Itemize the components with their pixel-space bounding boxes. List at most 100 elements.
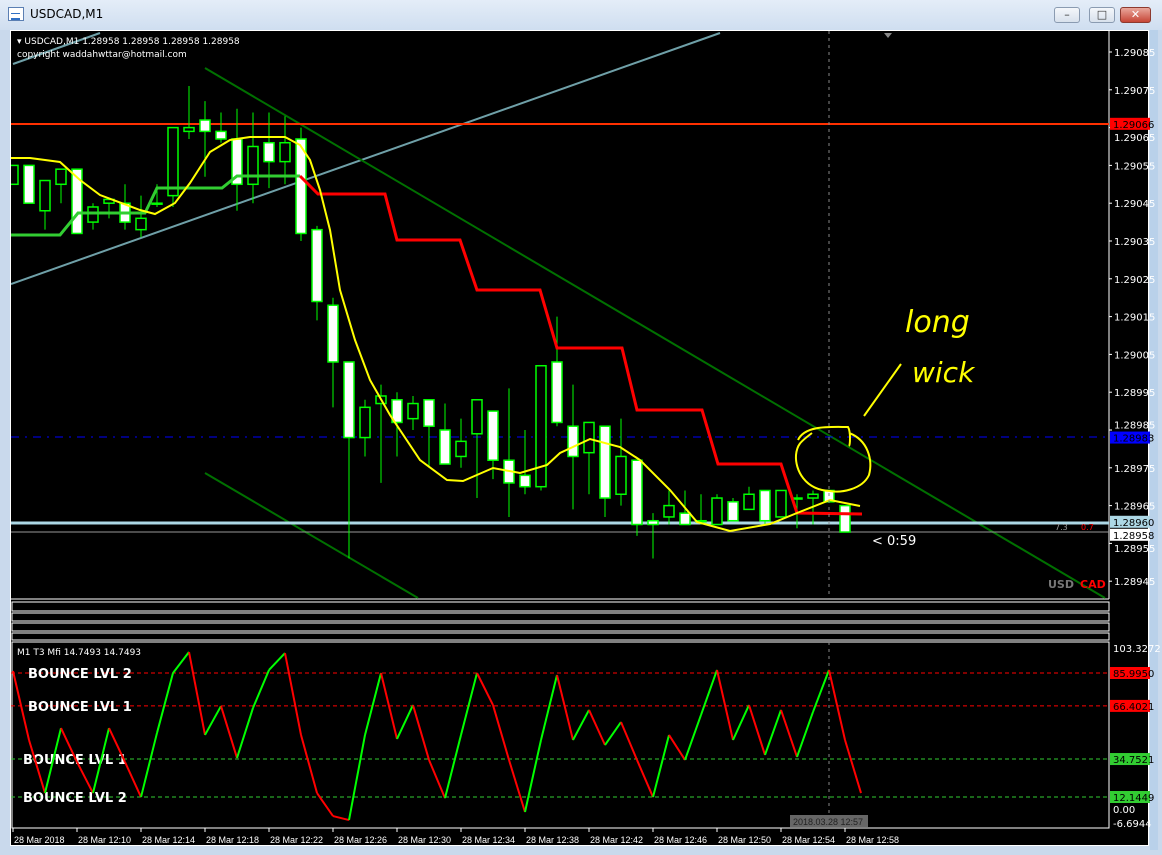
candle — [215, 112, 227, 143]
candle — [535, 364, 547, 491]
price-tick-label: 1.29045 — [1114, 199, 1155, 210]
price-tick-label: 1.29065 — [1114, 133, 1155, 144]
mfi-segment — [588, 709, 606, 746]
price-badges: 1.29066 1.28983 1.28960 1.28958 — [1110, 117, 1154, 542]
candle-body-bull — [247, 145, 259, 186]
price-tick-label: 1.29015 — [1114, 313, 1155, 324]
channel-line-lower[interactable] — [11, 32, 721, 285]
candle-body-bull — [167, 126, 179, 197]
price-tick-label: 1.28995 — [1114, 388, 1155, 399]
mfi-segment — [428, 759, 446, 799]
price-tick-label: 1.29075 — [1114, 86, 1155, 97]
maximize-button[interactable]: □ — [1089, 7, 1115, 23]
candle — [727, 498, 739, 522]
candle-body-bull — [807, 493, 819, 499]
candle-body-bull — [775, 489, 787, 518]
candle-body-bear — [23, 164, 35, 204]
price-tick-label: 1.29055 — [1114, 161, 1155, 172]
price-badge-label: 1.28960 — [1113, 518, 1154, 529]
indicator-min-label: -6.6944 — [1113, 819, 1152, 830]
candle-body-bull — [87, 206, 99, 223]
crosshair-time-box — [790, 815, 868, 827]
candle — [471, 399, 483, 499]
mfi-segment — [332, 815, 350, 822]
indicator-level-value: 85.9950 — [1113, 669, 1154, 680]
downtrend-line-lower[interactable] — [204, 472, 419, 599]
candle — [631, 459, 643, 536]
downtrend-line-upper[interactable] — [204, 67, 1106, 599]
price-badge — [1110, 515, 1150, 528]
mfi-segment — [844, 739, 862, 794]
trailing-stop-up-line — [11, 174, 300, 237]
window-titlebar: USDCAD,M1 – □ ✕ — [0, 0, 1162, 30]
candle — [647, 513, 659, 559]
price-tick-label: 1.29035 — [1114, 237, 1155, 248]
bounce-level-label: BOUNCE LVL 2 — [23, 791, 127, 806]
candle-body-bear — [295, 138, 307, 235]
candle-body-bear — [263, 141, 275, 163]
mfi-segment — [44, 727, 62, 794]
candle — [503, 388, 515, 517]
candle — [599, 425, 611, 517]
price-tick-label: 1.28985 — [1114, 421, 1155, 432]
candle-body-bear — [327, 304, 339, 363]
spread-value: 7.3 — [1055, 523, 1068, 532]
time-tick-label: 28 Mar 2018 — [14, 835, 65, 845]
empty-subwindow-1[interactable] — [11, 601, 1110, 612]
candle — [519, 430, 531, 495]
mfi-segment — [668, 734, 686, 761]
mfi-segment — [492, 704, 510, 761]
maximize-icon: □ — [1096, 8, 1108, 21]
candle — [199, 101, 211, 177]
mfi-segment — [60, 727, 78, 763]
candle-body-bear — [199, 119, 211, 133]
candle-body-bear — [679, 512, 691, 526]
candle — [183, 86, 195, 139]
mfi-segment — [204, 705, 222, 736]
candle — [23, 164, 35, 204]
empty-subwindow-2[interactable] — [11, 612, 1110, 622]
candle-body-bear — [391, 399, 403, 424]
candle-body-bear — [215, 130, 227, 140]
mfi-segment — [380, 672, 398, 740]
indicator-panel[interactable] — [11, 641, 1110, 829]
minimize-button[interactable]: – — [1054, 7, 1080, 23]
mfi-segment — [748, 704, 766, 756]
empty-subwindow-4[interactable] — [11, 632, 1110, 641]
candles — [11, 86, 851, 559]
mfi-segment — [252, 669, 270, 709]
time-tick-label: 28 Mar 12:42 — [590, 835, 643, 845]
mfi-segment — [812, 669, 830, 713]
candle-body-bull — [615, 455, 627, 496]
mfi-segment — [572, 709, 590, 741]
price-badge — [1110, 431, 1150, 444]
shift-marker-icon[interactable] — [884, 33, 892, 38]
mfi-segment — [732, 704, 750, 741]
mfi-segment — [604, 721, 622, 746]
mfi-segment — [348, 734, 366, 821]
candle-body-bull — [55, 168, 67, 186]
empty-subwindow-3[interactable] — [11, 622, 1110, 632]
indicator-axis: 103.3272 0.00 -6.6944 85.9950 66.4021 34.7… — [1110, 644, 1161, 830]
indicator-zero-label: 0.00 — [1113, 805, 1135, 816]
mfi-segment — [828, 669, 846, 741]
mfi-segment — [780, 709, 798, 758]
mfi-segment — [220, 705, 238, 759]
candle-body-bear — [839, 504, 851, 533]
moving-average-line — [11, 136, 861, 533]
channel-line-upper[interactable] — [12, 32, 101, 65]
time-tick-label: 28 Mar 12:58 — [846, 835, 899, 845]
close-button[interactable]: ✕ — [1120, 7, 1151, 23]
time-tick-label: 28 Mar 12:22 — [270, 835, 323, 845]
time-tick-label: 28 Mar 12:34 — [462, 835, 515, 845]
candle-body-bear — [71, 168, 83, 235]
candle-body-bull — [183, 126, 195, 133]
mfi-segment — [796, 711, 814, 758]
indicator-level-value: 34.7521 — [1113, 755, 1154, 766]
candle — [439, 403, 451, 465]
candle-body-bull — [279, 141, 291, 163]
candle-body-bear — [631, 459, 643, 526]
price-tick-label: 1.28945 — [1114, 577, 1155, 588]
currency-quote: CAD — [1080, 578, 1106, 591]
